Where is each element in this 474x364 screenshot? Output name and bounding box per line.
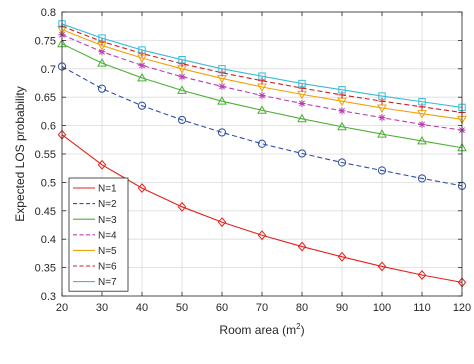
legend-label: N=7: [98, 277, 117, 288]
legend-label: N=5: [98, 246, 117, 257]
x-tick-label: 110: [413, 302, 431, 314]
y-tick-label: 0.35: [35, 263, 56, 275]
data-point: [218, 69, 226, 77]
legend-box: [68, 177, 129, 292]
data-point: [378, 92, 386, 100]
series-N=2: [57, 62, 467, 190]
data-point: [298, 99, 306, 108]
legend: N=1 N=2 N=3 N=4 N=5 N=6 N=7: [68, 177, 129, 292]
data-point: [217, 96, 227, 105]
data-point: [258, 77, 266, 85]
data-point: [217, 128, 227, 137]
x-tick-label: 120: [453, 302, 471, 314]
data-point: [178, 56, 186, 64]
y-tick-label: 0.7: [41, 64, 56, 76]
x-tick-label: 100: [373, 302, 391, 314]
x-tick-label: 50: [176, 302, 188, 314]
series-line: [61, 23, 463, 108]
data-point: [338, 107, 346, 115]
data-point: [297, 149, 307, 158]
data-point: [258, 91, 266, 100]
data-point: [98, 34, 106, 42]
y-tick-label: 0.45: [35, 206, 56, 218]
data-point: [218, 82, 226, 91]
data-point: [258, 72, 266, 80]
x-tick-label: 20: [56, 302, 68, 314]
legend-label: N=4: [98, 230, 117, 241]
series-N=7: [58, 20, 466, 112]
data-point: [337, 251, 347, 262]
legend-label: N=6: [98, 262, 117, 273]
data-point: [337, 158, 347, 167]
data-point: [417, 110, 427, 119]
data-point: [417, 174, 427, 183]
data-point: [417, 135, 427, 145]
data-point: [138, 46, 146, 54]
y-tick-label: 0.6: [41, 121, 56, 133]
data-point: [377, 261, 387, 272]
data-point: [177, 115, 187, 125]
data-point: [257, 139, 267, 148]
data-point: [417, 270, 427, 280]
data-point: [257, 105, 267, 114]
data-point: [177, 201, 187, 212]
data-point: [97, 58, 107, 67]
x-tick-label: 90: [336, 302, 348, 314]
series-line: [61, 43, 463, 149]
x-tick-label: 70: [256, 302, 268, 314]
x-tick-label: 40: [136, 302, 148, 314]
legend-label: N=3: [98, 215, 117, 226]
data-point: [298, 79, 306, 88]
series-line: [61, 66, 463, 187]
data-point: [98, 48, 106, 56]
y-tick-label: 0.65: [35, 92, 56, 104]
x-axis-label: Room area (m2): [219, 322, 304, 337]
y-tick-label: 0.5: [41, 177, 56, 189]
legend-label: N=1: [98, 184, 117, 195]
data-point: [377, 129, 387, 138]
y-tick-label: 0.55: [35, 149, 56, 161]
data-point: [418, 120, 426, 129]
data-point: [137, 183, 147, 194]
data-point: [377, 166, 387, 175]
data-point: [178, 60, 186, 68]
series-line: [61, 134, 463, 283]
data-point: [178, 73, 186, 81]
data-point: [298, 84, 306, 92]
axis-ticks: 20 30 40 50 60 70 80 90 100 110 120 0.3 0.35 0.4 0.45 0…: [35, 7, 472, 314]
legend-label: N=2: [98, 199, 117, 210]
data-point: [137, 72, 147, 82]
data-point: [257, 230, 267, 241]
data-point: [217, 217, 227, 228]
data-point: [378, 114, 386, 122]
series-layer: [57, 20, 467, 288]
data-point: [97, 159, 107, 170]
data-point: [297, 113, 307, 123]
data-point: [218, 65, 226, 73]
x-tick-label: 60: [216, 302, 228, 314]
data-point: [177, 85, 187, 94]
x-tick-label: 80: [296, 302, 308, 314]
series-line: [61, 29, 463, 120]
data-point: [337, 121, 347, 131]
series-N=3: [57, 38, 467, 152]
y-tick-label: 0.4: [41, 234, 56, 246]
series-N=1: [57, 129, 467, 288]
data-point: [137, 101, 147, 110]
data-point: [297, 241, 307, 252]
data-point: [377, 104, 387, 113]
y-axis-label: Expected LOS probability: [13, 86, 27, 221]
data-point: [138, 61, 146, 69]
data-point: [97, 84, 107, 93]
y-tick-label: 0.8: [41, 7, 56, 19]
x-tick-label: 30: [96, 302, 108, 314]
data-point: [338, 86, 346, 94]
y-tick-label: 0.75: [35, 35, 56, 47]
data-point: [418, 98, 426, 106]
y-tick-label: 0.3: [41, 291, 56, 303]
